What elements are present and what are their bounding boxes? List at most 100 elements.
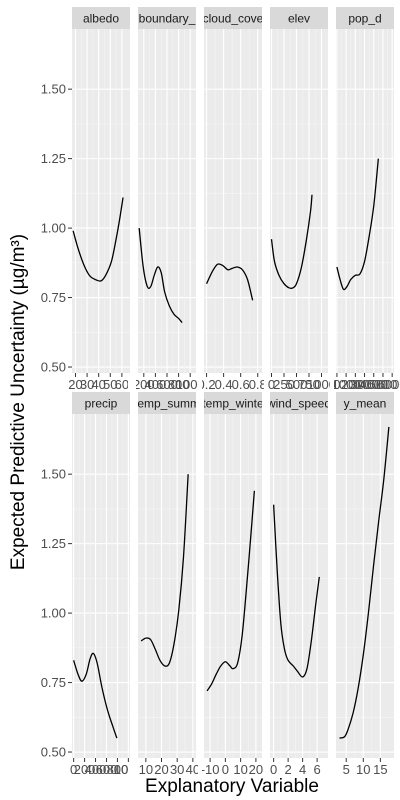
- facet-panel: cloud_cove 0.20.40.60.8: [198, 7, 267, 392]
- x-tick-label: 1000: [176, 377, 205, 392]
- facet-strip-label: wind_speed: [266, 397, 331, 411]
- x-tick-label: -10: [201, 762, 220, 777]
- uncertainty-curve: [138, 228, 183, 323]
- x-tick-label: 15: [373, 762, 387, 777]
- y-axis-title: Expected Predictive Uncertainty (µg/m³): [8, 234, 29, 570]
- facet-panel: wind_speed 0 2 4 6: [266, 392, 331, 777]
- y-tick-label: 1.25: [41, 151, 66, 166]
- facet-strip: [336, 392, 394, 414]
- x-tick-label: 200: [74, 762, 96, 777]
- uncertainty-curve: [272, 504, 320, 678]
- x-tick-label: 1000: [114, 762, 143, 777]
- facet-strip: [72, 392, 130, 414]
- y-tick-label: 0.50: [41, 745, 66, 760]
- facet-panel: temp_summ 10 20 30 40: [134, 392, 200, 777]
- x-tick-label: 5000: [368, 377, 397, 392]
- x-tick-label: 1000: [332, 377, 361, 392]
- x-tick-label: 10: [356, 762, 370, 777]
- facet-strip-label: pop_d: [348, 12, 381, 26]
- x-axis-title: Explanatory Variable: [145, 776, 319, 797]
- facet-strip-label: albedo: [83, 12, 119, 26]
- x-tick-label: 30: [170, 762, 184, 777]
- y-tick-label: 0.75: [41, 675, 66, 690]
- x-tick-label: 0: [333, 377, 340, 392]
- y-tick-label: 0.50: [41, 360, 66, 375]
- x-tick-label: 0.2: [198, 377, 216, 392]
- uncertainty-curve: [206, 490, 256, 692]
- y-tick-label: 1.00: [41, 221, 66, 236]
- x-tick-label: 20: [154, 762, 168, 777]
- y-tick-label: 1.25: [41, 536, 66, 551]
- x-tick-label: 750: [298, 377, 320, 392]
- x-tick-label: 0: [222, 762, 229, 777]
- x-tick-label: 1000: [307, 377, 336, 392]
- facet-strip-label: precip: [85, 397, 118, 411]
- x-tick-label: 20: [68, 377, 82, 392]
- x-tick-label: 10: [139, 762, 153, 777]
- x-tick-label: 6: [314, 762, 321, 777]
- x-tick-label: 600: [156, 377, 178, 392]
- x-tick-label: 30: [80, 377, 94, 392]
- y-tick-label: 1.50: [41, 82, 66, 97]
- x-tick-label: 6000: [378, 377, 400, 392]
- facet-panel: y_mean 5 10 15: [336, 392, 394, 777]
- x-tick-label: 2: [285, 762, 292, 777]
- x-tick-label: 800: [107, 762, 129, 777]
- facet-strip: [204, 7, 262, 29]
- facet-strip-label: temp_winte: [202, 397, 264, 411]
- x-tick-label: 400: [145, 377, 167, 392]
- x-tick-label: 4: [299, 762, 306, 777]
- uncertainty-curve: [339, 426, 390, 739]
- uncertainty-curve: [73, 652, 118, 739]
- x-tick-label: 0.4: [215, 377, 233, 392]
- x-tick-label: 800: [168, 377, 190, 392]
- x-tick-label: 0: [268, 377, 275, 392]
- facet-strip: [270, 392, 328, 414]
- facet-strip-label: elev: [288, 12, 310, 26]
- x-tick-label: 60: [115, 377, 129, 392]
- uncertainty-curve: [336, 158, 379, 291]
- facet-strip-label: temp_summ: [134, 397, 200, 411]
- uncertainty-curve: [205, 263, 254, 301]
- x-tick-label: 0: [270, 762, 277, 777]
- x-tick-label: 4000: [359, 377, 388, 392]
- x-tick-label: 200: [133, 377, 155, 392]
- x-tick-label: 5: [343, 762, 350, 777]
- facet-strip-label: y_mean: [344, 397, 387, 411]
- facet-strip: [72, 7, 130, 29]
- x-tick-label: 50: [103, 377, 117, 392]
- y-tick-label: 0.75: [41, 290, 66, 305]
- facet-strip: [270, 7, 328, 29]
- facet-panel: pop_d 0100020003000400050006000: [332, 7, 400, 392]
- x-tick-label: 500: [286, 377, 308, 392]
- x-tick-label: 250: [273, 377, 295, 392]
- y-tick-label: 1.00: [41, 606, 66, 621]
- x-tick-label: 400: [85, 762, 107, 777]
- x-tick-label: 0.8: [249, 377, 267, 392]
- panel-background: [72, 29, 130, 373]
- facet-strip-label: boundary_: [139, 12, 196, 26]
- panel-background: [138, 414, 196, 758]
- facet-strip: [138, 392, 196, 414]
- panel-background: [270, 29, 328, 373]
- uncertainty-curve: [72, 197, 124, 282]
- facet-strip-label: cloud_cove: [203, 12, 264, 26]
- facet-strip: [138, 7, 196, 29]
- x-tick-label: 600: [96, 762, 118, 777]
- facet-strip: [204, 392, 262, 414]
- x-tick-label: 20: [249, 762, 263, 777]
- x-tick-label: 3000: [350, 377, 379, 392]
- panel-background: [204, 29, 262, 373]
- x-tick-label: 0.6: [232, 377, 250, 392]
- uncertainty-curve: [140, 474, 189, 667]
- uncertainty-curve: [270, 194, 313, 290]
- x-tick-label: 40: [91, 377, 105, 392]
- x-tick-label: 40: [186, 762, 200, 777]
- facet-panel: temp_winte -10 0 10 20: [201, 392, 264, 777]
- y-tick-label: 1.50: [41, 467, 66, 482]
